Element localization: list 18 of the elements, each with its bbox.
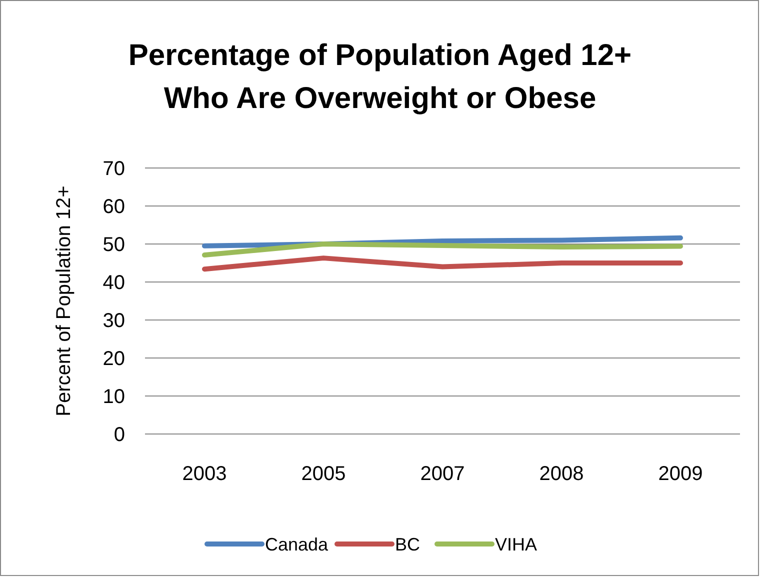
y-axis-title: Percent of Population 12+ bbox=[53, 186, 75, 416]
y-tick-label: 30 bbox=[102, 310, 125, 332]
y-tick-label: 10 bbox=[102, 386, 125, 408]
y-tick-label: 60 bbox=[102, 196, 125, 218]
y-tick-label: 0 bbox=[114, 424, 125, 446]
legend-label: Canada bbox=[265, 534, 330, 554]
y-tick-label: 40 bbox=[102, 272, 125, 294]
x-tick-label: 2009 bbox=[658, 463, 703, 485]
x-tick-label: 2005 bbox=[301, 463, 346, 485]
legend-label: BC bbox=[395, 534, 420, 554]
chart-title: Percentage of Population Aged 12+ Who Are Overweight or Obese bbox=[128, 39, 632, 115]
legend-label: VIHA bbox=[495, 534, 538, 554]
x-tick-label: 2007 bbox=[420, 463, 465, 485]
y-tick-label: 70 bbox=[102, 158, 125, 180]
y-tick-label: 50 bbox=[102, 234, 125, 256]
y-tick-label: 20 bbox=[102, 348, 125, 370]
x-tick-label: 2003 bbox=[182, 463, 227, 485]
x-tick-label: 2008 bbox=[539, 463, 584, 485]
